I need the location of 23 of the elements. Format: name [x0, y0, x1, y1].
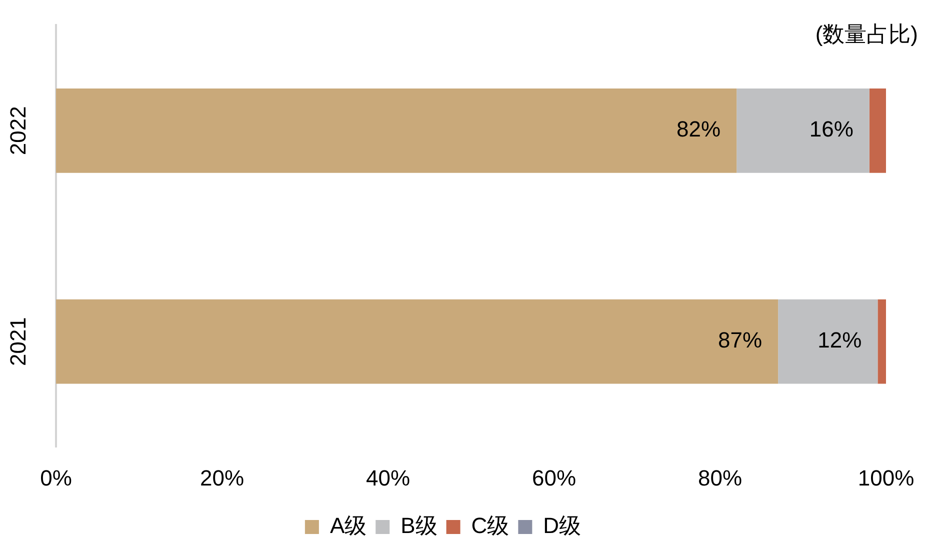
y-tick-label: 2022 — [6, 106, 31, 156]
x-tick-label: 40% — [366, 465, 410, 490]
legend-label: C级 — [471, 513, 510, 538]
legend-label: D级 — [543, 513, 582, 538]
bar — [869, 88, 886, 173]
annotation: (数量占比) — [815, 21, 918, 46]
data-label: 12% — [818, 328, 862, 353]
x-tick-label: 20% — [200, 465, 244, 490]
x-tick-label: 0% — [40, 465, 72, 490]
bar — [778, 299, 878, 384]
x-tick-label: 60% — [532, 465, 576, 490]
x-tick-label: 100% — [858, 465, 914, 490]
y-tick-label: 2021 — [6, 317, 31, 366]
bar — [736, 88, 870, 173]
legend-label: A级 — [330, 513, 367, 538]
data-label: 82% — [676, 116, 721, 142]
data-label: 16% — [809, 116, 854, 142]
x-tick-label: 80% — [698, 465, 742, 490]
bar — [878, 299, 886, 384]
bar — [56, 88, 737, 173]
bar — [56, 299, 778, 384]
data-label: 87% — [718, 328, 762, 353]
legend-label: B级 — [400, 513, 438, 538]
